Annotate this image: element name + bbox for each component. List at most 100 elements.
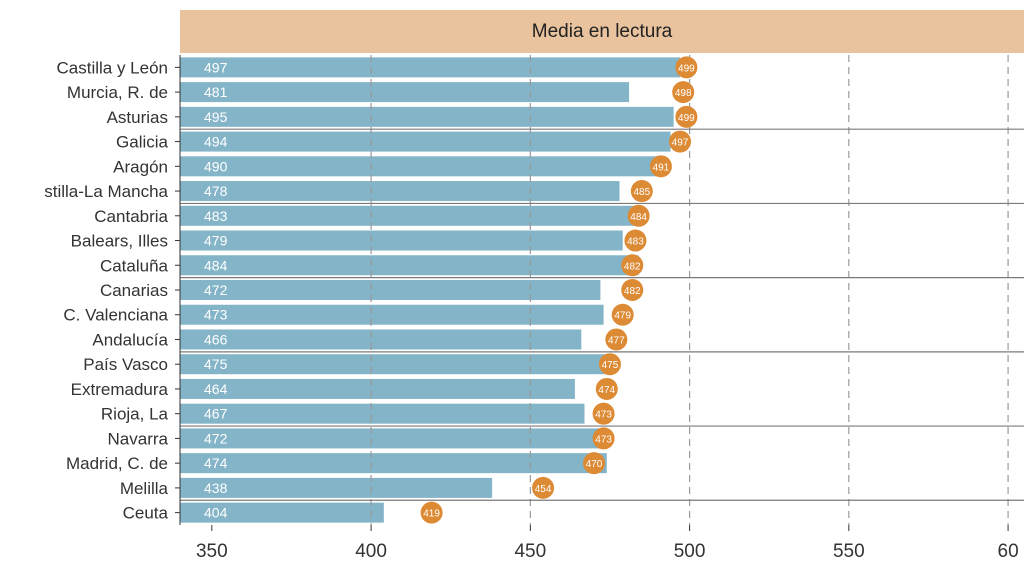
bar — [180, 205, 636, 226]
point — [672, 81, 695, 104]
bar-value-label: 467 — [204, 406, 228, 422]
point — [621, 254, 644, 277]
category-label: Melilla — [120, 479, 169, 498]
bar — [180, 106, 674, 127]
bar-value-label: 472 — [204, 282, 228, 298]
bar-value-label: 438 — [204, 480, 228, 496]
category-label: Murcia, R. de — [67, 83, 168, 102]
point — [420, 501, 443, 524]
point-value-label: 483 — [627, 237, 644, 248]
point-value-label: 473 — [595, 434, 612, 445]
bar-value-label: 497 — [204, 59, 228, 75]
point — [675, 56, 698, 79]
point-value-label: 454 — [535, 484, 552, 495]
chart-title: Media en lectura — [531, 20, 673, 42]
x-tick-label: 350 — [196, 541, 228, 562]
bar-value-label: 483 — [204, 208, 228, 224]
bar — [180, 181, 620, 202]
category-label: Andalucía — [92, 330, 168, 349]
bar-value-label: 475 — [204, 356, 228, 372]
bar — [180, 82, 630, 103]
category-label: Canarias — [100, 281, 168, 300]
x-tick-label: 450 — [514, 541, 546, 562]
category-label: Madrid, C. de — [66, 454, 168, 473]
category-label: Balears, Illes — [71, 232, 168, 251]
bar — [180, 255, 639, 276]
category-label: Galicia — [116, 133, 169, 152]
bar-value-label: 494 — [204, 134, 228, 150]
point-value-label: 485 — [633, 187, 650, 198]
category-label: Rioja, La — [101, 405, 169, 424]
bar-value-label: 466 — [204, 331, 228, 347]
point — [532, 476, 555, 499]
bar-value-label: 473 — [204, 307, 228, 323]
bar-value-label: 495 — [204, 109, 228, 125]
bar — [180, 304, 604, 325]
bar — [180, 477, 493, 498]
category-label: Extremadura — [71, 380, 169, 399]
x-tick-label: 400 — [355, 541, 387, 562]
category-label: País Vasco — [83, 355, 168, 374]
bar — [180, 428, 601, 449]
category-label: Cantabria — [94, 207, 168, 226]
point — [598, 353, 621, 376]
bar-value-label: 472 — [204, 430, 228, 446]
point — [605, 328, 628, 351]
point — [627, 204, 650, 227]
category-label: Aragón — [113, 157, 168, 176]
bar — [180, 403, 585, 424]
category-label: Navarra — [108, 429, 169, 448]
bar — [180, 354, 610, 375]
point-value-label: 477 — [608, 335, 625, 346]
bar-value-label: 484 — [204, 257, 228, 273]
point-value-label: 499 — [678, 113, 695, 124]
bar — [180, 502, 384, 523]
point — [611, 303, 634, 326]
category-label: Cataluña — [100, 256, 169, 275]
point-value-label: 498 — [675, 88, 692, 99]
point — [649, 155, 672, 178]
bar-value-label: 481 — [204, 84, 228, 100]
point — [621, 279, 644, 301]
point — [595, 377, 618, 400]
category-label: C. Valenciana — [63, 306, 168, 325]
bar-value-label: 464 — [204, 381, 228, 397]
bar — [180, 131, 671, 152]
bar — [180, 280, 601, 300]
x-tick-label: 60 — [998, 541, 1019, 562]
bar — [180, 453, 607, 474]
bar-value-label: 490 — [204, 158, 228, 174]
category-label: Castilla y León — [56, 58, 168, 77]
point-value-label: 419 — [423, 509, 440, 520]
point — [669, 130, 692, 153]
bar-value-label: 474 — [204, 455, 228, 471]
point — [592, 427, 615, 450]
x-tick-label: 500 — [674, 541, 706, 562]
point — [583, 452, 606, 475]
bar — [180, 57, 681, 78]
point-value-label: 475 — [602, 360, 619, 371]
bar — [180, 156, 658, 177]
point-value-label: 499 — [678, 63, 695, 74]
point-value-label: 482 — [624, 286, 641, 297]
category-label: Asturias — [107, 108, 168, 127]
bar-value-label: 404 — [204, 505, 228, 521]
point-value-label: 473 — [595, 410, 612, 421]
point-value-label: 497 — [672, 138, 689, 149]
point-value-label: 482 — [624, 261, 641, 272]
point — [630, 180, 653, 203]
point — [592, 402, 615, 425]
point-value-label: 484 — [630, 212, 647, 223]
x-tick-label: 550 — [833, 541, 865, 562]
bar-value-label: 479 — [204, 233, 228, 249]
point — [624, 229, 647, 252]
facet-strip: Media en lectura — [180, 10, 1024, 53]
point — [675, 105, 698, 128]
point-value-label: 474 — [598, 385, 615, 396]
bar — [180, 378, 575, 399]
category-label: stilla-La Mancha — [44, 182, 168, 201]
point-value-label: 470 — [586, 459, 603, 470]
point-value-label: 479 — [614, 311, 631, 322]
